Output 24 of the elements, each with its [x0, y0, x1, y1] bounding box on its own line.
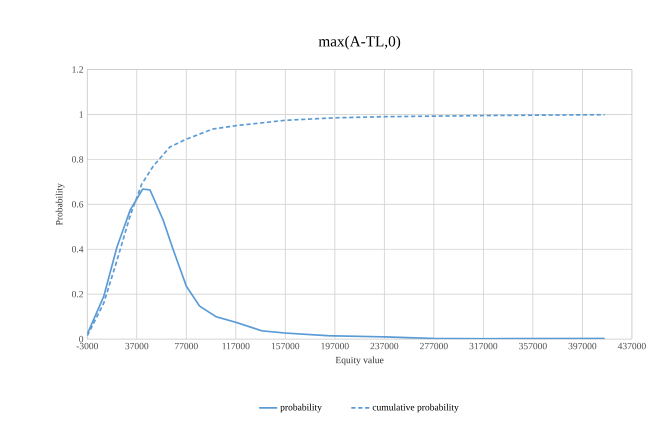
- x-tick-label: 157000: [272, 342, 300, 350]
- y-tick-label: 0.6: [72, 201, 84, 208]
- x-tick-label: 237000: [370, 342, 398, 350]
- x-tick-label: 397000: [568, 342, 596, 350]
- x-tick-label: 197000: [321, 342, 349, 350]
- y-tick-label: 0.8: [72, 156, 84, 163]
- x-tick-label: -3000: [76, 342, 98, 350]
- x-tick-label: 37000: [125, 342, 148, 350]
- y-tick-label: 1.2: [72, 66, 84, 73]
- y-tick-label: 0.2: [72, 290, 84, 298]
- y-tick-label: 0.4: [72, 246, 84, 252]
- x-tick-label: 357000: [519, 342, 547, 350]
- x-tick-label: 117000: [222, 342, 250, 350]
- legend-label: probability: [280, 404, 322, 412]
- y-tick-label: 0: [79, 336, 84, 342]
- x-tick-label: 277000: [420, 342, 448, 350]
- y-tick-label: 1: [80, 111, 83, 118]
- x-tick-label: 317000: [470, 342, 498, 350]
- y-axis-title: Probability: [56, 183, 64, 226]
- x-axis-title: Equity value: [336, 356, 384, 366]
- x-tick-label: 437000: [618, 342, 646, 350]
- chart-title: max(A-TL,0): [318, 36, 400, 50]
- x-tick-label: 77000: [175, 342, 198, 350]
- legend-label: cumulative probability: [372, 404, 459, 412]
